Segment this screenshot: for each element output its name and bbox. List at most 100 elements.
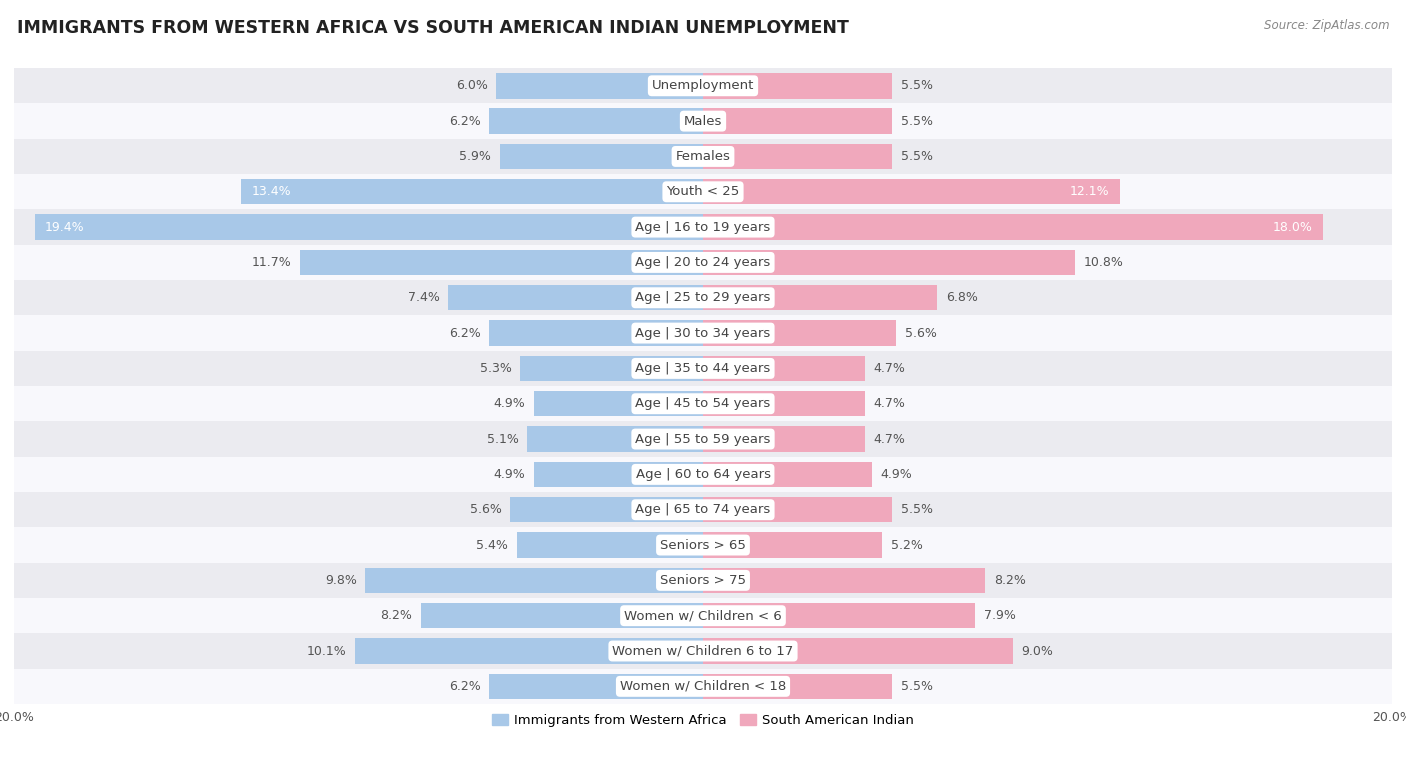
Text: 9.8%: 9.8% bbox=[325, 574, 357, 587]
Bar bbox=[703, 250, 1076, 275]
Text: Unemployment: Unemployment bbox=[652, 79, 754, 92]
Text: Age | 65 to 74 years: Age | 65 to 74 years bbox=[636, 503, 770, 516]
Text: 6.2%: 6.2% bbox=[449, 680, 481, 693]
Text: 9.0%: 9.0% bbox=[1022, 644, 1053, 658]
Bar bbox=[703, 356, 865, 381]
Text: 5.6%: 5.6% bbox=[470, 503, 502, 516]
Bar bbox=[14, 386, 1392, 422]
Bar bbox=[366, 568, 703, 593]
Text: 4.9%: 4.9% bbox=[494, 397, 526, 410]
Bar bbox=[242, 179, 703, 204]
Bar bbox=[449, 285, 703, 310]
Text: 5.5%: 5.5% bbox=[901, 503, 934, 516]
Text: 19.4%: 19.4% bbox=[45, 220, 84, 234]
Bar bbox=[703, 73, 893, 98]
Text: Seniors > 65: Seniors > 65 bbox=[659, 538, 747, 552]
Text: Women w/ Children < 6: Women w/ Children < 6 bbox=[624, 609, 782, 622]
Bar bbox=[703, 179, 1119, 204]
Text: Women w/ Children 6 to 17: Women w/ Children 6 to 17 bbox=[613, 644, 793, 658]
Bar bbox=[14, 174, 1392, 210]
Text: 10.8%: 10.8% bbox=[1084, 256, 1123, 269]
Bar bbox=[703, 532, 882, 558]
Bar bbox=[14, 598, 1392, 634]
Text: 4.7%: 4.7% bbox=[873, 362, 905, 375]
Bar bbox=[489, 108, 703, 134]
Text: 5.2%: 5.2% bbox=[891, 538, 922, 552]
Bar bbox=[14, 316, 1392, 350]
Text: 18.0%: 18.0% bbox=[1272, 220, 1313, 234]
Text: Age | 16 to 19 years: Age | 16 to 19 years bbox=[636, 220, 770, 234]
Text: 5.5%: 5.5% bbox=[901, 79, 934, 92]
Bar bbox=[703, 568, 986, 593]
Text: 5.9%: 5.9% bbox=[460, 150, 491, 163]
Bar bbox=[703, 214, 1323, 240]
Text: 10.1%: 10.1% bbox=[307, 644, 346, 658]
Bar bbox=[703, 462, 872, 487]
Text: 5.6%: 5.6% bbox=[904, 326, 936, 340]
Bar bbox=[517, 532, 703, 558]
Text: 6.0%: 6.0% bbox=[456, 79, 488, 92]
Bar bbox=[496, 73, 703, 98]
Text: 5.5%: 5.5% bbox=[901, 114, 934, 128]
Bar bbox=[14, 562, 1392, 598]
Text: 5.5%: 5.5% bbox=[901, 680, 934, 693]
Bar bbox=[703, 391, 865, 416]
Bar bbox=[14, 422, 1392, 456]
Text: 5.5%: 5.5% bbox=[901, 150, 934, 163]
Bar bbox=[14, 68, 1392, 104]
Text: 4.7%: 4.7% bbox=[873, 397, 905, 410]
Text: Age | 20 to 24 years: Age | 20 to 24 years bbox=[636, 256, 770, 269]
Bar bbox=[534, 391, 703, 416]
Bar bbox=[489, 320, 703, 346]
Text: IMMIGRANTS FROM WESTERN AFRICA VS SOUTH AMERICAN INDIAN UNEMPLOYMENT: IMMIGRANTS FROM WESTERN AFRICA VS SOUTH … bbox=[17, 19, 849, 37]
Bar bbox=[703, 144, 893, 169]
Text: 8.2%: 8.2% bbox=[380, 609, 412, 622]
Bar bbox=[520, 356, 703, 381]
Text: Age | 45 to 54 years: Age | 45 to 54 years bbox=[636, 397, 770, 410]
Text: Age | 30 to 34 years: Age | 30 to 34 years bbox=[636, 326, 770, 340]
Bar bbox=[527, 426, 703, 452]
Text: Youth < 25: Youth < 25 bbox=[666, 185, 740, 198]
Bar bbox=[14, 280, 1392, 316]
Text: Males: Males bbox=[683, 114, 723, 128]
Bar bbox=[703, 108, 893, 134]
Bar bbox=[299, 250, 703, 275]
Bar bbox=[703, 426, 865, 452]
Text: Age | 60 to 64 years: Age | 60 to 64 years bbox=[636, 468, 770, 481]
Text: 5.4%: 5.4% bbox=[477, 538, 509, 552]
Bar bbox=[14, 350, 1392, 386]
Text: Seniors > 75: Seniors > 75 bbox=[659, 574, 747, 587]
Text: Source: ZipAtlas.com: Source: ZipAtlas.com bbox=[1264, 19, 1389, 32]
Bar bbox=[14, 210, 1392, 245]
Text: 13.4%: 13.4% bbox=[252, 185, 291, 198]
Bar bbox=[703, 320, 896, 346]
Text: 12.1%: 12.1% bbox=[1070, 185, 1109, 198]
Bar bbox=[14, 456, 1392, 492]
Bar bbox=[14, 634, 1392, 668]
Legend: Immigrants from Western Africa, South American Indian: Immigrants from Western Africa, South Am… bbox=[486, 709, 920, 732]
Bar bbox=[14, 245, 1392, 280]
Bar bbox=[14, 139, 1392, 174]
Bar bbox=[420, 603, 703, 628]
Text: 6.8%: 6.8% bbox=[946, 291, 977, 304]
Bar bbox=[489, 674, 703, 699]
Text: 5.3%: 5.3% bbox=[479, 362, 512, 375]
Bar bbox=[499, 144, 703, 169]
Bar bbox=[703, 497, 893, 522]
Bar bbox=[35, 214, 703, 240]
Text: 6.2%: 6.2% bbox=[449, 326, 481, 340]
Bar bbox=[14, 492, 1392, 528]
Bar bbox=[14, 104, 1392, 139]
Bar bbox=[356, 638, 703, 664]
Text: 7.9%: 7.9% bbox=[984, 609, 1015, 622]
Bar bbox=[703, 603, 976, 628]
Bar bbox=[703, 285, 938, 310]
Text: 8.2%: 8.2% bbox=[994, 574, 1026, 587]
Text: Age | 35 to 44 years: Age | 35 to 44 years bbox=[636, 362, 770, 375]
Text: 5.1%: 5.1% bbox=[486, 432, 519, 446]
Bar bbox=[534, 462, 703, 487]
Text: 7.4%: 7.4% bbox=[408, 291, 440, 304]
Text: Females: Females bbox=[675, 150, 731, 163]
Text: 4.7%: 4.7% bbox=[873, 432, 905, 446]
Bar bbox=[703, 674, 893, 699]
